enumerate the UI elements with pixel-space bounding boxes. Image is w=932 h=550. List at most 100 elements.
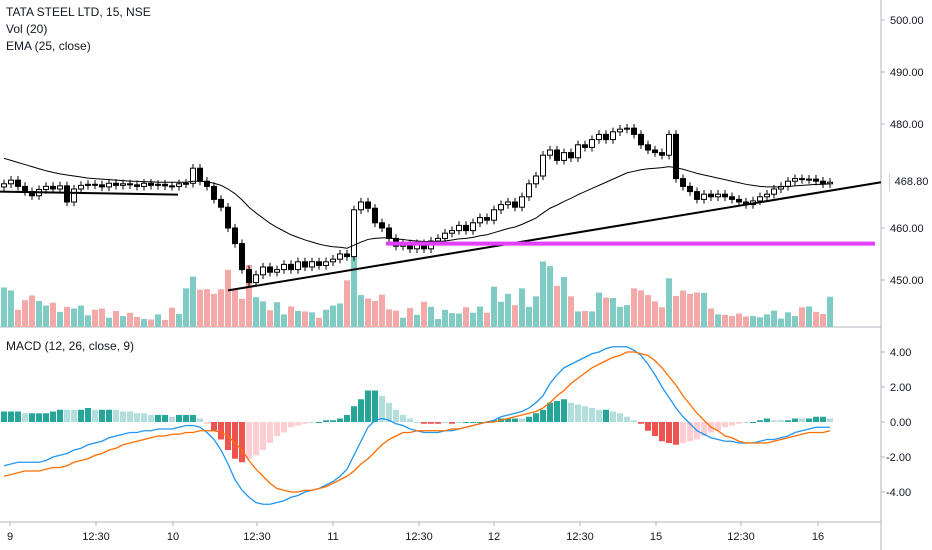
macd-histogram-bar xyxy=(799,418,805,422)
time-axis-label: 12 xyxy=(488,531,500,543)
candle-body xyxy=(547,149,553,156)
macd-histogram-bar xyxy=(512,418,518,422)
candle-body xyxy=(57,185,63,190)
macd-histogram-bar xyxy=(785,420,791,422)
volume-bar xyxy=(141,319,147,327)
candlestick-series xyxy=(1,124,833,287)
support-line[interactable] xyxy=(386,241,875,246)
macd-histogram-bar xyxy=(610,411,616,422)
volume-bar xyxy=(533,296,539,327)
macd-histogram-bar xyxy=(232,422,238,459)
volume-bar xyxy=(351,250,357,327)
macd-histogram-bar xyxy=(778,420,784,422)
volume-bar xyxy=(260,301,266,327)
volume-bar xyxy=(505,293,511,327)
volume-bar xyxy=(253,297,259,327)
price-axis-label: 480.00 xyxy=(890,119,924,131)
candle-body xyxy=(295,261,301,271)
macd-histogram-bar xyxy=(687,422,693,442)
candle-body xyxy=(120,183,126,186)
candle-body xyxy=(617,128,623,133)
volume-bar xyxy=(246,264,252,327)
volume-bar xyxy=(484,312,490,327)
symbol-title[interactable]: TATA STEEL LTD, 15, NSE xyxy=(6,5,151,19)
macd-histogram-bar xyxy=(386,402,392,422)
volume-bar xyxy=(295,311,301,327)
macd-histogram-bar xyxy=(15,411,21,422)
ema-indicator-label[interactable]: EMA (25, close) xyxy=(6,39,91,53)
volume-bar xyxy=(561,277,567,327)
volume-bar xyxy=(792,316,798,327)
macd-histogram-bar xyxy=(463,422,469,423)
volume-bar xyxy=(169,307,175,327)
candle-body xyxy=(155,183,161,186)
macd-histogram-bar xyxy=(43,413,49,422)
volume-bar xyxy=(22,300,28,327)
macd-axis-label: -4.00 xyxy=(886,487,911,499)
macd-histogram-bar xyxy=(526,416,532,422)
time-axis-label: 16 xyxy=(812,531,824,543)
volume-bar xyxy=(680,290,686,327)
volume-bar xyxy=(519,288,525,327)
macd-histogram-bar xyxy=(722,422,728,428)
macd-histogram-bar xyxy=(477,422,483,423)
candle-body xyxy=(22,185,28,193)
macd-histogram-bar xyxy=(302,422,308,424)
macd-histogram-bar xyxy=(330,420,336,422)
candle-body xyxy=(813,178,819,182)
candle-body xyxy=(659,152,665,156)
volume-bar xyxy=(190,276,196,327)
candle-body xyxy=(736,198,742,203)
macd-histogram-bar xyxy=(400,415,406,422)
macd-histogram-bar xyxy=(197,418,203,422)
candle-body xyxy=(169,185,175,188)
volume-bar xyxy=(624,305,630,327)
drawing-overlays[interactable] xyxy=(0,181,882,292)
macd-indicator-label[interactable]: MACD (12, 26, close, 9) xyxy=(6,339,135,353)
candle-body xyxy=(582,144,588,148)
volume-bar xyxy=(358,295,364,327)
macd-histogram-bar xyxy=(106,409,112,422)
candle-body xyxy=(603,133,609,141)
candle-body xyxy=(64,185,70,203)
candle-body xyxy=(610,131,616,141)
candle-body xyxy=(85,183,91,186)
candle-body xyxy=(477,217,483,224)
last-price-tag: 468.80 xyxy=(889,173,932,191)
macd-histogram-bar xyxy=(568,402,574,422)
macd-histogram-bar xyxy=(267,422,273,443)
volume-bar xyxy=(36,300,42,327)
volume-bar xyxy=(64,306,70,327)
price-axis-label: 450.00 xyxy=(890,275,924,287)
volume-bar xyxy=(197,289,203,327)
volume-bar xyxy=(288,306,294,327)
macd-histogram-bar xyxy=(414,422,420,423)
volume-bar xyxy=(547,266,553,327)
volume-bar xyxy=(337,303,343,327)
time-axis-label: 10 xyxy=(167,531,179,543)
macd-histogram-bar xyxy=(561,399,567,422)
ascending-trendline[interactable] xyxy=(227,181,882,292)
macd-histogram-bar xyxy=(183,415,189,422)
volume-bar xyxy=(309,312,315,327)
candle-body xyxy=(757,196,763,202)
candle-body xyxy=(505,201,511,206)
candle-body xyxy=(267,266,273,273)
macd-histogram-bar xyxy=(337,418,343,422)
macd-histogram-bar xyxy=(393,409,399,422)
volume-bar xyxy=(540,261,546,327)
axes: 500.00 490.00 480.00 460.00 450.00 4.00 2.00 0.… xyxy=(7,15,924,543)
volume-bar xyxy=(239,298,245,327)
volume-bar xyxy=(785,312,791,327)
volume-indicator-label[interactable]: Vol (20) xyxy=(6,22,48,36)
macd-histogram-bar xyxy=(603,409,609,422)
macd-histogram-bar xyxy=(169,416,175,422)
volume-bar xyxy=(344,280,350,327)
volume-bar xyxy=(778,318,784,327)
macd-histogram-bar xyxy=(351,406,357,422)
range-trendline[interactable] xyxy=(0,190,179,196)
candle-body xyxy=(771,188,777,195)
time-axis-label: 12:30 xyxy=(566,531,594,543)
volume-bar xyxy=(652,301,658,327)
